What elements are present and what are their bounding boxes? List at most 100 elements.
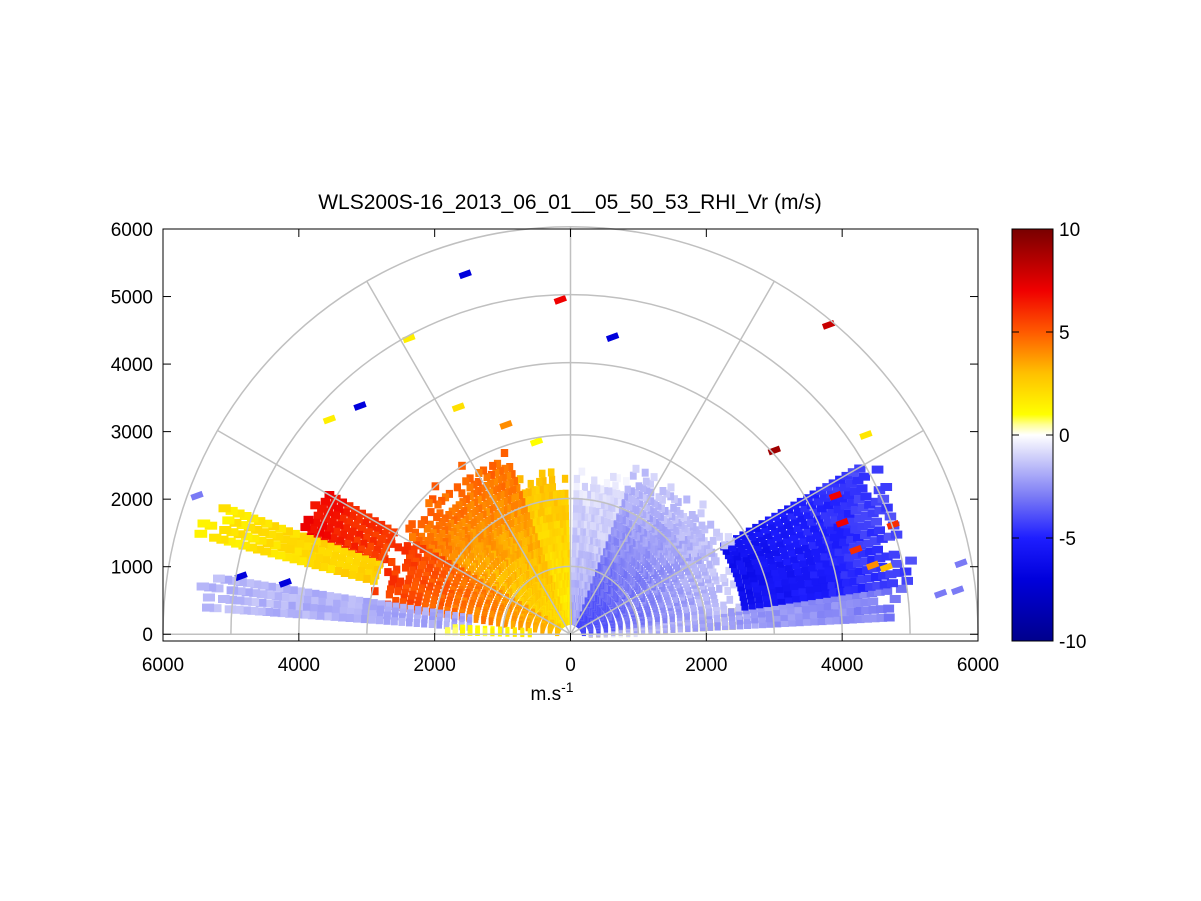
velocity-cell bbox=[527, 519, 533, 528]
velocity-cell bbox=[845, 561, 856, 570]
velocity-cell bbox=[799, 593, 809, 602]
velocity-cell bbox=[736, 621, 744, 630]
velocity-cell bbox=[713, 528, 721, 537]
velocity-cell bbox=[563, 504, 569, 513]
velocity-cell bbox=[584, 543, 589, 552]
velocity-cell bbox=[592, 514, 598, 523]
velocity-cell bbox=[325, 592, 335, 601]
velocity-cell bbox=[434, 500, 442, 509]
velocity-cell bbox=[745, 586, 753, 595]
velocity-cell bbox=[512, 628, 517, 637]
velocity-cell bbox=[860, 492, 872, 501]
velocity-cell bbox=[556, 505, 562, 514]
velocity-cell bbox=[417, 520, 425, 529]
velocity-cell bbox=[479, 501, 486, 510]
velocity-cell bbox=[550, 528, 555, 537]
velocity-cell bbox=[742, 554, 750, 563]
velocity-cell bbox=[414, 573, 421, 582]
velocity-cell bbox=[494, 484, 502, 493]
velocity-cell bbox=[543, 537, 549, 546]
velocity-cell bbox=[482, 490, 490, 499]
velocity-cell bbox=[825, 616, 835, 625]
velocity-cell bbox=[795, 573, 805, 582]
velocity-cell bbox=[270, 541, 281, 550]
velocity-cell bbox=[545, 544, 551, 553]
velocity-cell bbox=[550, 543, 555, 552]
velocity-cell bbox=[371, 571, 380, 580]
velocity-cell bbox=[720, 605, 728, 614]
velocity-cell bbox=[422, 602, 429, 611]
velocity-cell bbox=[488, 514, 494, 523]
velocity-cell bbox=[720, 601, 727, 610]
velocity-cell bbox=[294, 540, 305, 548]
velocity-cell bbox=[505, 521, 512, 529]
velocity-cell bbox=[792, 539, 802, 548]
velocity-cell bbox=[743, 611, 751, 620]
velocity-cell bbox=[853, 533, 864, 542]
velocity-cell bbox=[510, 535, 516, 544]
velocity-cell bbox=[356, 545, 365, 554]
velocity-cell bbox=[331, 599, 341, 608]
velocity-cell bbox=[735, 603, 743, 612]
velocity-cell bbox=[455, 501, 463, 510]
velocity-cell bbox=[632, 464, 640, 473]
velocity-cell bbox=[826, 525, 837, 534]
velocity-cell bbox=[774, 579, 783, 588]
velocity-cell bbox=[830, 515, 841, 524]
velocity-cell bbox=[337, 514, 347, 523]
velocity-cell bbox=[548, 536, 554, 545]
velocity-cell bbox=[300, 523, 311, 532]
velocity-cell bbox=[847, 517, 858, 526]
velocity-cell bbox=[865, 582, 876, 591]
velocity-cell bbox=[410, 586, 417, 595]
velocity-cell bbox=[742, 536, 750, 545]
velocity-cell bbox=[380, 529, 389, 538]
velocity-cell bbox=[544, 499, 551, 508]
velocity-cell bbox=[815, 538, 825, 547]
velocity-cell bbox=[423, 594, 430, 603]
velocity-point bbox=[353, 401, 367, 411]
velocity-cell bbox=[320, 497, 331, 506]
velocity-cell bbox=[416, 592, 423, 601]
velocity-cell bbox=[303, 515, 314, 524]
velocity-cell bbox=[624, 543, 629, 552]
velocity-cell bbox=[229, 518, 242, 527]
velocity-cell bbox=[490, 503, 497, 512]
velocity-cell bbox=[647, 505, 654, 514]
velocity-cell bbox=[801, 543, 811, 552]
velocity-cell bbox=[651, 499, 658, 508]
velocity-cell bbox=[758, 520, 767, 529]
velocity-cell bbox=[878, 571, 889, 580]
velocity-cell bbox=[803, 527, 813, 536]
velocity-cell bbox=[524, 528, 530, 537]
velocity-cell bbox=[301, 542, 312, 551]
y-tick-label: 6000 bbox=[111, 220, 153, 241]
velocity-cell bbox=[397, 577, 404, 586]
velocity-cell bbox=[715, 532, 723, 541]
velocity-cell bbox=[286, 594, 297, 602]
velocity-cell bbox=[608, 495, 615, 504]
velocity-cell bbox=[860, 512, 872, 520]
velocity-cell bbox=[889, 595, 901, 603]
velocity-cell bbox=[585, 490, 592, 499]
velocity-cell bbox=[573, 504, 579, 513]
velocity-cell bbox=[335, 560, 344, 569]
velocity-cell bbox=[404, 559, 411, 567]
velocity-cell bbox=[277, 609, 288, 618]
velocity-cell bbox=[353, 608, 362, 617]
velocity-cell bbox=[616, 506, 623, 515]
velocity-cell bbox=[840, 570, 851, 579]
velocity-cell bbox=[527, 535, 533, 544]
velocity-point bbox=[451, 402, 466, 413]
velocity-cell bbox=[706, 560, 713, 569]
velocity-point bbox=[886, 519, 900, 530]
velocity-point bbox=[322, 414, 337, 425]
velocity-cell bbox=[853, 495, 865, 504]
velocity-cell bbox=[850, 525, 861, 534]
velocity-cell bbox=[369, 604, 377, 613]
velocity-cell bbox=[639, 484, 647, 493]
velocity-cell bbox=[385, 590, 393, 599]
velocity-cell bbox=[494, 492, 501, 501]
velocity-cell bbox=[327, 518, 337, 526]
velocity-cell bbox=[621, 492, 628, 501]
